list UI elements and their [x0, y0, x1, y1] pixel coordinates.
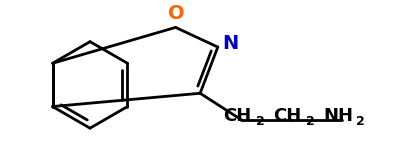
Text: O: O	[168, 5, 185, 24]
Text: 2: 2	[356, 115, 365, 128]
Text: N: N	[222, 34, 238, 53]
Text: 2: 2	[256, 115, 265, 128]
Text: CH: CH	[273, 107, 301, 125]
Text: 2: 2	[306, 115, 315, 128]
Text: CH: CH	[223, 107, 251, 125]
Text: NH: NH	[323, 107, 353, 125]
